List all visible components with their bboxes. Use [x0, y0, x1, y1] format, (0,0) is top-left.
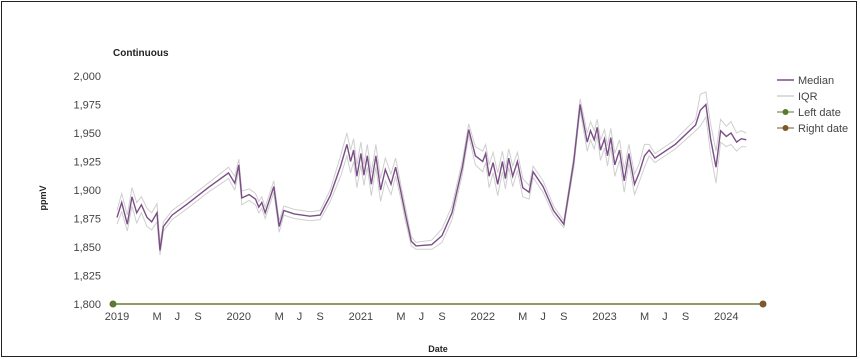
x-tick-label: M: [152, 311, 161, 323]
chart-title: Continuous: [113, 48, 169, 59]
legend-label-median: Median: [798, 75, 834, 87]
x-tick-label: J: [175, 311, 181, 323]
legend: Median IQR Left date Right date: [777, 75, 848, 135]
x-tick-label: 2020: [227, 311, 251, 323]
x-tick-label: 2019: [105, 311, 129, 323]
right-date-handle[interactable]: [759, 300, 767, 308]
y-tick-label: 1,900: [73, 185, 101, 197]
x-tick-label: S: [317, 311, 324, 323]
x-tick-label: 2024: [714, 311, 738, 323]
x-tick-label: 2022: [470, 311, 494, 323]
x-tick-label: 2021: [349, 311, 373, 323]
median-line: [116, 102, 747, 251]
x-tick-label: M: [640, 311, 649, 323]
y-tick-label: 1,800: [73, 299, 101, 311]
x-tick-label: M: [518, 311, 527, 323]
x-axis-label: Date: [428, 344, 448, 354]
x-tick-label: J: [662, 311, 668, 323]
plot-area: [116, 91, 747, 256]
x-tick-label: S: [560, 311, 567, 323]
x-tick-label: M: [275, 311, 284, 323]
x-tick-label: J: [297, 311, 303, 323]
x-tick-label: M: [396, 311, 405, 323]
legend-label-iqr: IQR: [798, 91, 818, 103]
x-tick-label: J: [419, 311, 425, 323]
x-tick-labels: 2019 M J S 2020 M J S 2021 M J S 2022 M J S 2023 M J S 2024: [105, 311, 739, 323]
y-tick-label: 1,850: [73, 242, 101, 254]
x-tick-label: S: [194, 311, 201, 323]
date-range-slider[interactable]: [109, 300, 767, 308]
y-tick-label: 1,975: [73, 100, 101, 112]
x-tick-label: S: [438, 311, 445, 323]
y-tick-label: 1,950: [73, 128, 101, 140]
y-tick-label: 1,825: [73, 271, 101, 283]
x-tick-label: J: [540, 311, 546, 323]
iqr-lower-line: [116, 110, 747, 256]
legend-dot-right-date: [782, 125, 789, 131]
x-tick-label: 2023: [592, 311, 616, 323]
y-tick-label: 1,875: [73, 214, 101, 226]
x-tick-label: S: [682, 311, 689, 323]
y-axis-label: ppmV: [38, 185, 48, 210]
left-date-handle[interactable]: [109, 300, 117, 308]
legend-label-right-date: Right date: [798, 123, 848, 135]
legend-dot-left-date: [782, 109, 789, 115]
legend-label-left-date: Left date: [798, 107, 841, 119]
iqr-upper-line: [116, 91, 747, 244]
y-tick-labels: 1,800 1,825 1,850 1,875 1,900 1,925 1,950 1,975…: [73, 71, 101, 311]
y-tick-label: 2,000: [73, 71, 101, 83]
y-tick-label: 1,925: [73, 157, 101, 169]
